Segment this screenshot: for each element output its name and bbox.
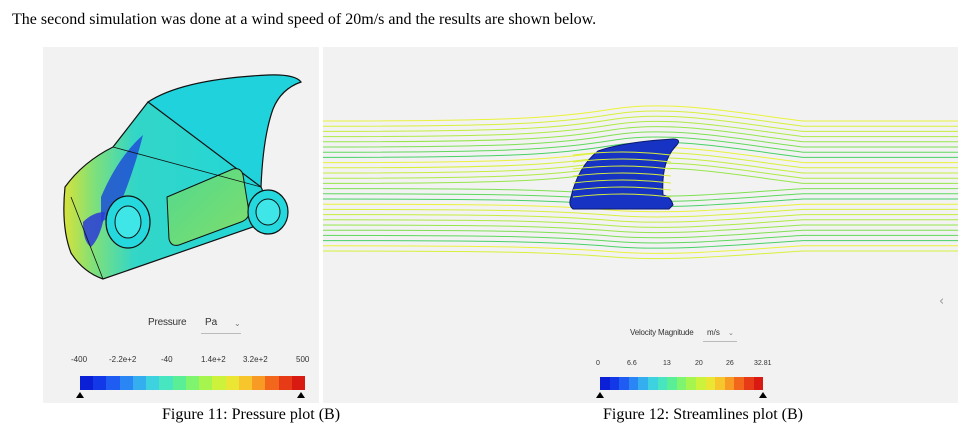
streamline	[572, 193, 672, 198]
colorbar-segment	[695, 377, 706, 390]
colorbar-segment	[119, 376, 133, 390]
streamline	[322, 105, 958, 122]
streamline	[322, 234, 958, 244]
colorbar-segment	[159, 376, 173, 390]
collapse-panel-icon[interactable]: ‹	[939, 294, 945, 309]
colorbar-segment	[600, 377, 610, 390]
tick-label: 0	[596, 360, 600, 367]
pressure-unit-select[interactable]: Pa	[205, 317, 218, 328]
streamline	[322, 240, 958, 249]
colorbar-segment	[734, 377, 744, 390]
colorbar-segment	[238, 376, 253, 390]
chevron-down-icon[interactable]: ⌄	[234, 319, 241, 328]
streamline	[572, 172, 672, 177]
colorbar-max-marker[interactable]	[297, 392, 305, 398]
velocity-tick-labels: 0 6.6 13 20 26 32.81	[323, 360, 958, 370]
colorbar-segment	[705, 377, 716, 390]
velocity-colorbar	[600, 377, 764, 390]
tick-label: 1.4e+2	[201, 355, 226, 364]
unit-underline	[201, 333, 241, 334]
colorbar-min-marker[interactable]	[596, 392, 604, 398]
colorbar-segment	[753, 377, 764, 390]
colorbar-segment	[638, 377, 648, 390]
streamline	[322, 126, 958, 143]
streamline	[322, 131, 958, 148]
colorbar-segment	[132, 376, 147, 390]
streamline	[322, 229, 958, 239]
car-silhouette	[569, 138, 679, 210]
tick-label: 26	[726, 360, 734, 367]
colorbar-segment	[743, 377, 754, 390]
colorbar-segment	[647, 377, 658, 390]
colorbar-segment	[185, 376, 200, 390]
colorbar-segment	[172, 376, 186, 390]
tick-label: 20	[695, 360, 703, 367]
streamlines-plot-panel: Velocity Magnitude m/s ⌄ 0 6.6 13 20 26 …	[322, 47, 958, 403]
colorbar-segment	[609, 377, 620, 390]
streamline	[322, 110, 958, 127]
colorbar-max-marker[interactable]	[759, 392, 767, 398]
tick-label: 3.2e+2	[243, 355, 268, 364]
streamline	[322, 141, 958, 158]
colorbar-segment	[146, 376, 160, 390]
tick-label: 500	[296, 355, 310, 364]
tick-label: 13	[663, 360, 671, 367]
tick-label: 32.81	[754, 360, 772, 367]
colorbar-segment	[80, 376, 94, 390]
intro-paragraph: The second simulation was done at a wind…	[12, 11, 597, 28]
velocity-unit-select[interactable]: m/s	[707, 328, 720, 337]
streamline	[322, 250, 958, 260]
colorbar-segment	[715, 377, 725, 390]
unit-underline	[703, 341, 737, 342]
streamline	[572, 158, 672, 163]
colorbar-segment	[212, 376, 226, 390]
colorbar-segment	[225, 376, 239, 390]
velocity-legend-title: Velocity Magnitude	[630, 328, 694, 337]
streamlines-render	[322, 105, 958, 260]
streamline	[572, 179, 672, 184]
streamline	[322, 224, 958, 234]
streamline	[322, 136, 958, 153]
tick-label: -2.2e+2	[109, 355, 137, 364]
colorbar-segment	[199, 376, 213, 390]
pressure-colorbar	[80, 376, 305, 390]
streamline	[572, 151, 672, 156]
figure-11-caption: Figure 11: Pressure plot (B)	[162, 406, 341, 423]
streamline	[572, 186, 672, 191]
figure-12-caption: Figure 12: Streamlines plot (B)	[603, 406, 803, 423]
colorbar-segment	[686, 377, 696, 390]
tick-label: -40	[161, 355, 173, 364]
pressure-plot-panel: Pressure Pa ⌄ -400 -2.2e+2 -40 1.4e+2 3.…	[43, 47, 319, 403]
colorbar-segment	[628, 377, 639, 390]
colorbar-segment	[93, 376, 107, 390]
colorbar-segment	[252, 376, 266, 390]
colorbar-segment	[676, 377, 687, 390]
colorbar-segment	[106, 376, 120, 390]
streamline	[322, 115, 958, 132]
colorbar-segment	[724, 377, 735, 390]
pressure-legend-title: Pressure	[148, 317, 187, 328]
colorbar-min-marker[interactable]	[76, 392, 84, 398]
chevron-down-icon[interactable]: ⌄	[728, 329, 734, 337]
colorbar-segment	[619, 377, 629, 390]
streamline	[322, 120, 958, 138]
colorbar-segment	[278, 376, 292, 390]
streamline	[322, 208, 958, 218]
colorbar-segment	[265, 376, 279, 390]
pressure-tick-labels: -400 -2.2e+2 -40 1.4e+2 3.2e+2 500	[43, 355, 319, 365]
streamline	[322, 245, 958, 254]
tick-label: -400	[71, 355, 88, 364]
colorbar-segment	[291, 376, 305, 390]
streamline	[322, 219, 958, 228]
tick-label: 6.6	[627, 360, 637, 367]
car-pressure-render	[63, 74, 302, 280]
colorbar-segment	[667, 377, 677, 390]
streamline	[322, 214, 958, 223]
streamline	[572, 165, 672, 170]
colorbar-segment	[657, 377, 668, 390]
streamline	[322, 203, 958, 213]
